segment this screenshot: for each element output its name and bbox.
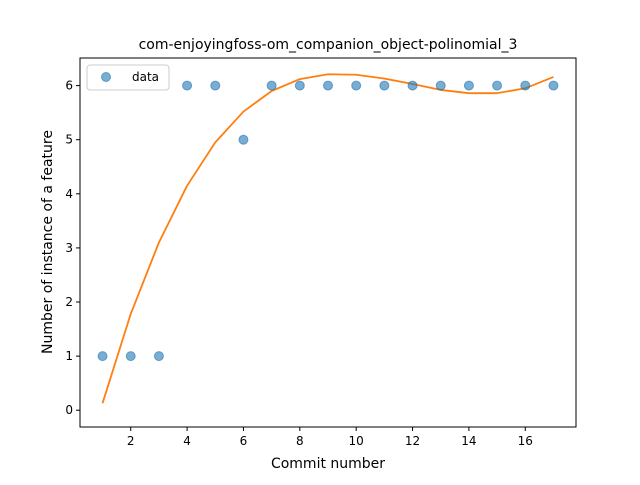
data-points	[97, 80, 559, 362]
legend-box	[86, 64, 170, 91]
legend-marker	[101, 72, 111, 82]
data-point	[323, 80, 333, 91]
y-tick-label: 0	[65, 403, 73, 417]
x-tick-label: 12	[405, 434, 420, 448]
y-axis-label: Number of instance of a feature	[40, 130, 56, 354]
data-point	[435, 80, 446, 91]
data-point	[238, 134, 249, 145]
data-point	[463, 80, 474, 91]
x-tick-label: 16	[518, 434, 533, 448]
chart-title: com-enjoyingfoss-om_companion_object-pol…	[139, 37, 518, 53]
fit-line-series	[101, 73, 554, 404]
y-tick-label: 3	[65, 241, 73, 255]
x-axis-label: Commit number	[271, 456, 385, 472]
x-tick-label: 8	[296, 434, 304, 448]
x-tick-label: 14	[461, 434, 476, 448]
data-point	[520, 80, 531, 91]
y-tick-label: 5	[65, 133, 73, 147]
data-point	[351, 80, 362, 91]
data-point	[210, 80, 221, 91]
y-tick-label: 6	[65, 79, 73, 93]
x-tick-label: 4	[183, 434, 191, 448]
legend-label-data: data	[132, 70, 159, 84]
x-tick-label: 6	[240, 434, 248, 448]
data-point	[379, 80, 390, 91]
y-tick-label: 1	[65, 349, 73, 363]
data-point	[182, 80, 193, 91]
data-point	[153, 351, 164, 362]
y-tick-label: 2	[65, 295, 73, 309]
data-point	[548, 80, 559, 91]
plot-frame	[79, 57, 577, 428]
data-point	[266, 80, 277, 91]
x-tick-label: 2	[127, 434, 135, 448]
fit-line	[101, 73, 554, 404]
legend: data	[86, 64, 170, 91]
data-point	[97, 351, 108, 362]
x-tick-label: 10	[349, 434, 364, 448]
data-point	[294, 80, 305, 91]
data-point	[125, 351, 136, 362]
y-tick-label: 4	[65, 187, 73, 201]
data-point	[492, 80, 503, 91]
data-point	[407, 80, 418, 91]
